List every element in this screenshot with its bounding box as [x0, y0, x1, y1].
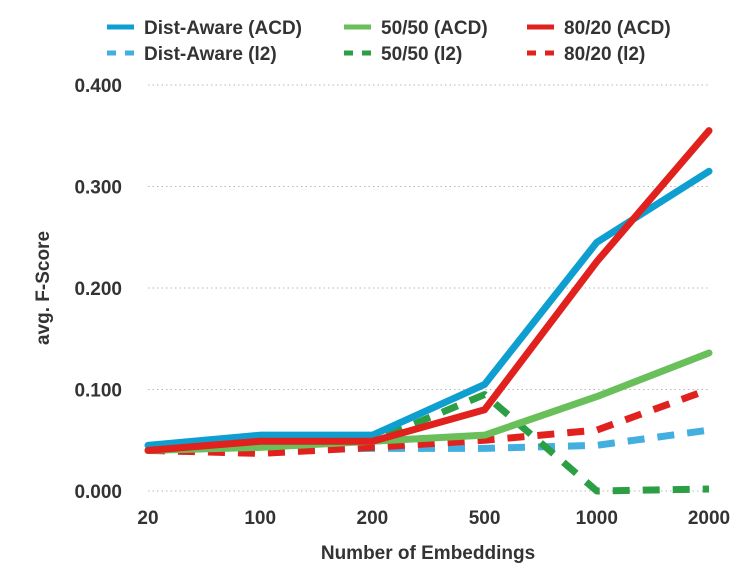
legend-label: 80/20 (l2): [564, 44, 645, 65]
x-axis-title: Number of Embeddings: [321, 543, 535, 564]
x-tick-label: 200: [357, 508, 389, 529]
x-axis-ticks: 20 100 200 500 1000 2000: [137, 508, 730, 529]
series-line: [144, 167, 713, 449]
legend-label: 50/50 (l2): [381, 44, 462, 65]
series-line: [144, 127, 713, 454]
y-tick-label: 0.300: [74, 178, 122, 199]
y-tick-label: 0.100: [74, 381, 122, 402]
x-tick-label: 100: [244, 508, 276, 529]
y-tick-label: 0.400: [74, 76, 122, 97]
legend-label: Dist-Aware (ACD): [144, 18, 302, 39]
x-tick-label: 20: [137, 508, 158, 529]
legend: Dist-Aware (ACD) 50/50 (ACD) 80/20 (ACD) Di…: [107, 18, 671, 65]
y-tick-label: 0.200: [74, 279, 122, 300]
x-tick-label: 1000: [576, 508, 618, 529]
series-line: [144, 349, 713, 454]
y-axis-title: avg. F-Score: [33, 231, 54, 345]
legend-label: 50/50 (ACD): [381, 18, 488, 39]
gridlines: [148, 84, 709, 492]
x-tick-label: 2000: [688, 508, 730, 529]
x-tick-label: 500: [469, 508, 501, 529]
y-axis-ticks: 0.000 0.100 0.200 0.300 0.400: [74, 76, 122, 503]
y-tick-label: 0.000: [74, 482, 122, 503]
series-line: [147, 386, 711, 457]
series-lines: [144, 127, 713, 495]
legend-label: 80/20 (ACD): [564, 18, 671, 39]
legend-label: Dist-Aware (l2): [144, 44, 277, 65]
